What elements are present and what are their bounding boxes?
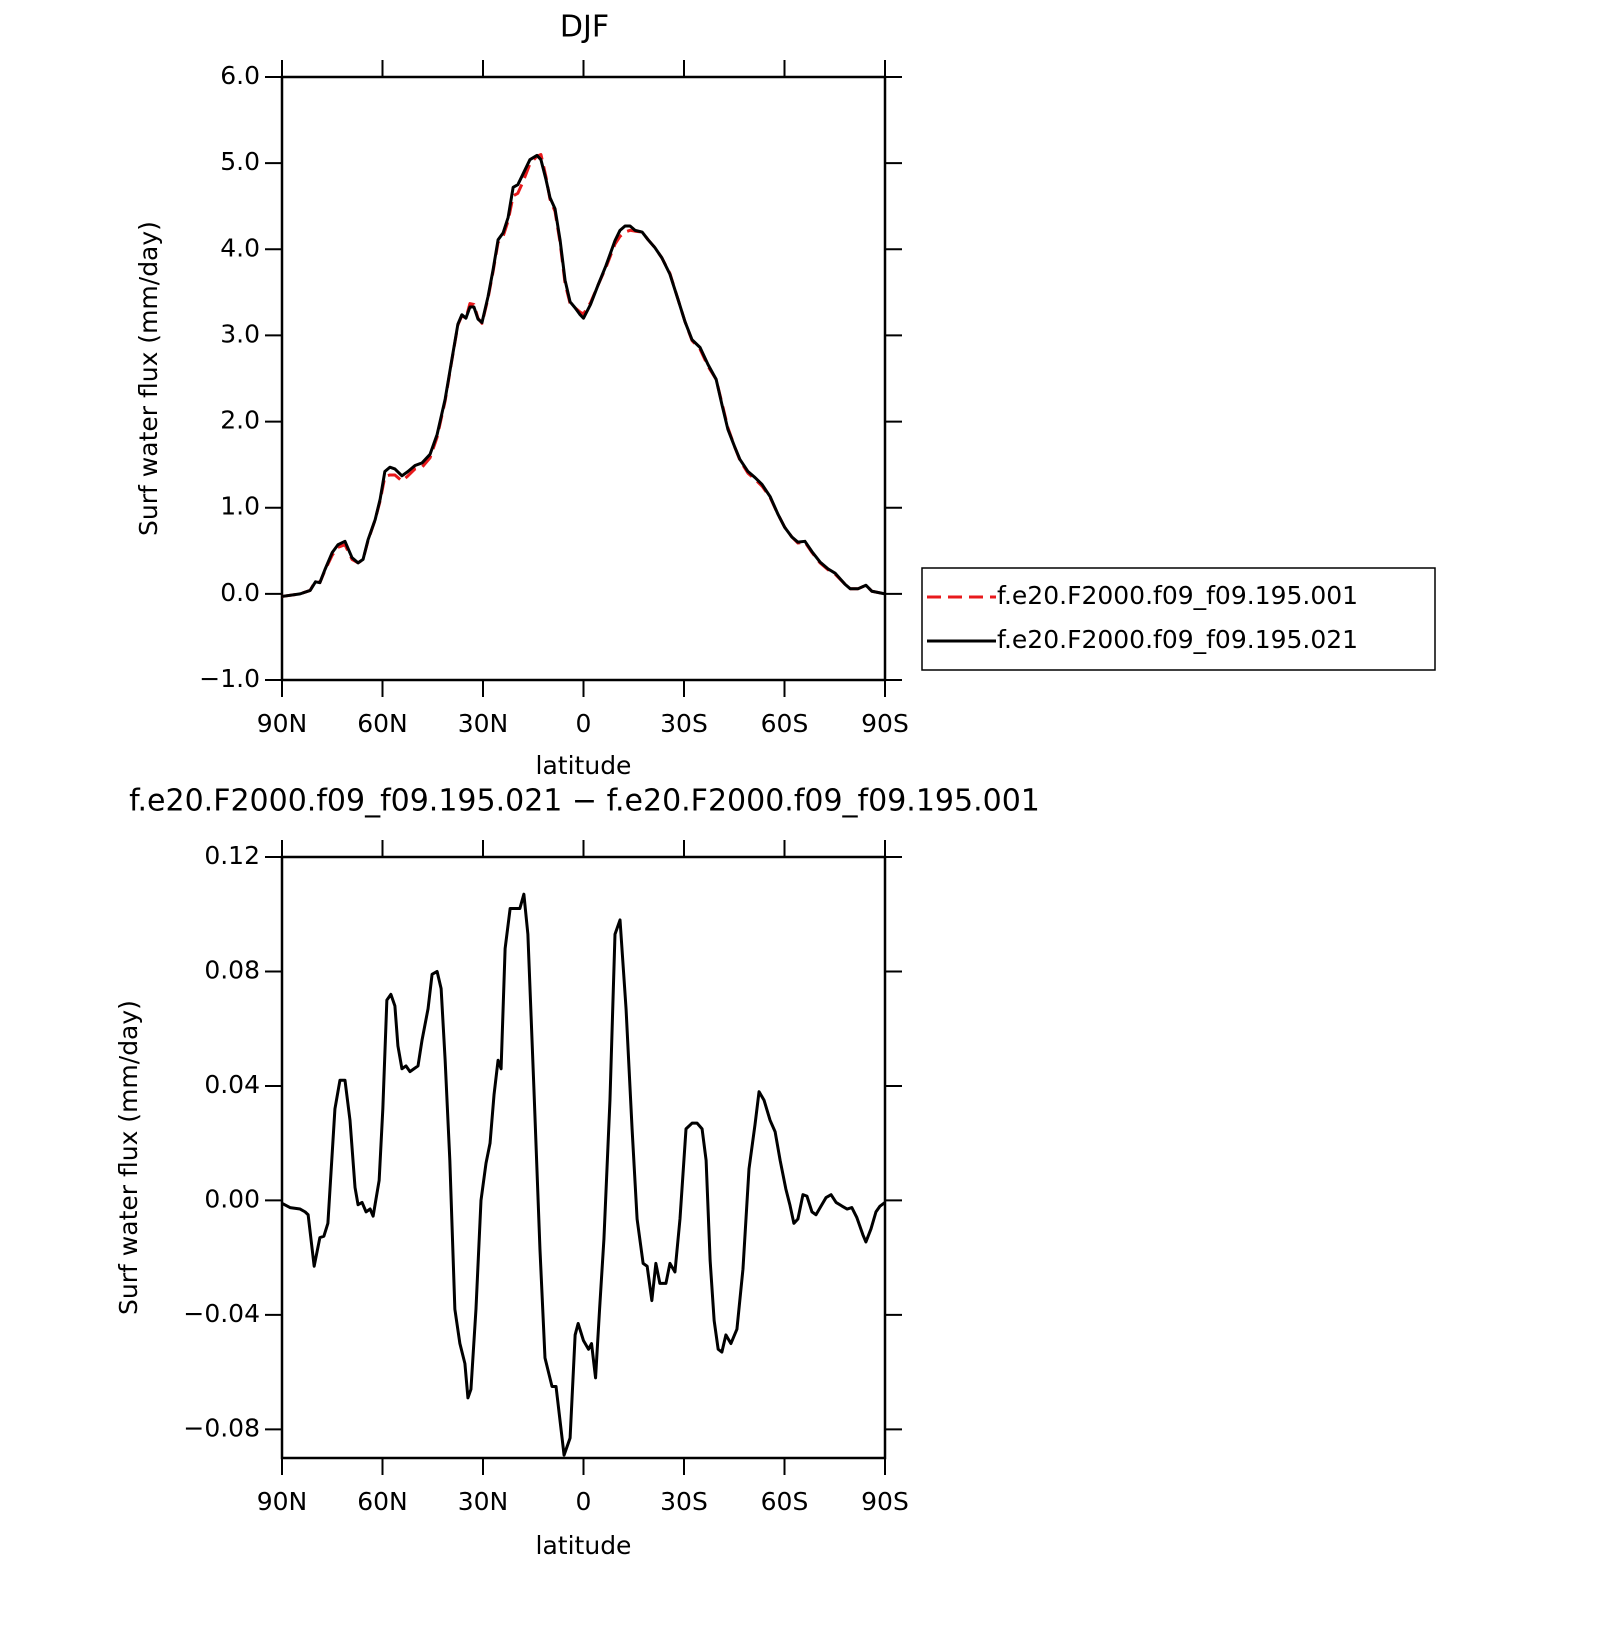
y-tick-label: 0.08	[204, 955, 260, 984]
x-tick-label: 90N	[257, 709, 308, 738]
x-tick-label: 60S	[761, 1487, 809, 1516]
data-line	[281, 892, 886, 1457]
y-axis-label: Surf water flux (mm/day)	[134, 221, 163, 536]
x-axis-label: latitude	[536, 751, 632, 780]
x-tick-label: 60N	[357, 709, 408, 738]
y-tick-label: 1.0	[220, 492, 260, 521]
plot-frame	[280, 75, 887, 682]
x-tick-label: 60S	[761, 709, 809, 738]
x-tick-label: 30N	[458, 709, 509, 738]
legend-label: f.e20.F2000.f09_f09.195.021	[997, 625, 1358, 654]
x-tick-label: 30S	[660, 709, 708, 738]
x-tick-label: 90S	[861, 709, 909, 738]
x-tick-label: 30N	[458, 1487, 509, 1516]
subplot: DJF latitude Surf water flux (mm/day) −1.0 0…	[134, 10, 1436, 780]
x-tick-label: 90N	[257, 1487, 308, 1516]
y-tick-label: 6.0	[220, 61, 260, 90]
y-tick-label: 3.0	[220, 319, 260, 348]
y-tick-label: 0.00	[204, 1184, 260, 1213]
x-tick-label: 60N	[357, 1487, 408, 1516]
x-tick-label: 30S	[660, 1487, 708, 1516]
y-tick-label: 2.0	[220, 406, 260, 435]
x-tick-label: 0	[576, 1487, 592, 1516]
plot-frame	[280, 855, 887, 1460]
y-axis-label: Surf water flux (mm/day)	[114, 1000, 143, 1315]
y-tick-label: −1.0	[199, 664, 260, 693]
chart-title: f.e20.F2000.f09_f09.195.021 − f.e20.F200…	[129, 784, 1040, 819]
y-tick-label: 5.0	[220, 147, 260, 176]
legend-label: f.e20.F2000.f09_f09.195.001	[997, 581, 1358, 610]
x-tick-label: 0	[576, 709, 592, 738]
y-tick-label: 0.0	[220, 578, 260, 607]
data-line	[281, 153, 886, 598]
y-tick-label: 0.04	[204, 1070, 260, 1099]
y-tick-label: 0.12	[204, 841, 260, 870]
x-axis-label: latitude	[536, 1531, 632, 1560]
x-tick-label: 90S	[861, 1487, 909, 1516]
legend-box	[921, 567, 1436, 671]
y-tick-label: −0.04	[183, 1299, 260, 1328]
chart-title: DJF	[560, 10, 609, 45]
y-tick-label: 4.0	[220, 233, 260, 262]
y-tick-label: −0.08	[183, 1413, 260, 1442]
subplot: f.e20.F2000.f09_f09.195.021 − f.e20.F200…	[114, 784, 1040, 1561]
